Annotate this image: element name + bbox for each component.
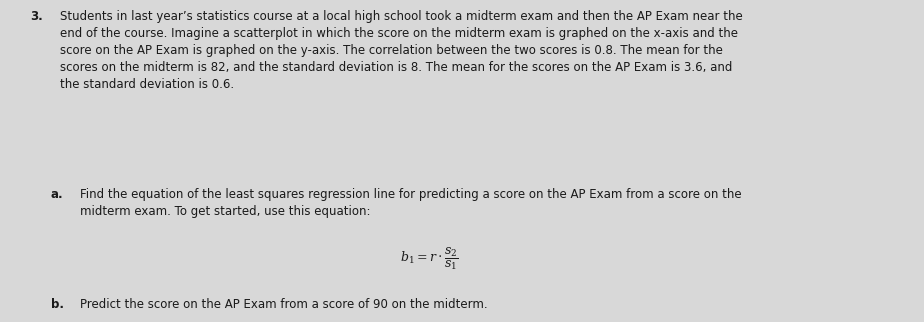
Text: a.: a. — [51, 188, 64, 201]
Text: Find the equation of the least squares regression line for predicting a score on: Find the equation of the least squares r… — [80, 188, 742, 218]
Text: b.: b. — [51, 298, 64, 311]
Text: Predict the score on the AP Exam from a score of 90 on the midterm.: Predict the score on the AP Exam from a … — [80, 298, 488, 311]
Text: $b_1 = r\cdot\dfrac{s_2}{s_1}$: $b_1 = r\cdot\dfrac{s_2}{s_1}$ — [400, 246, 459, 272]
Text: 3.: 3. — [30, 10, 43, 23]
Text: Students in last year’s statistics course at a local high school took a midterm : Students in last year’s statistics cours… — [60, 10, 743, 91]
